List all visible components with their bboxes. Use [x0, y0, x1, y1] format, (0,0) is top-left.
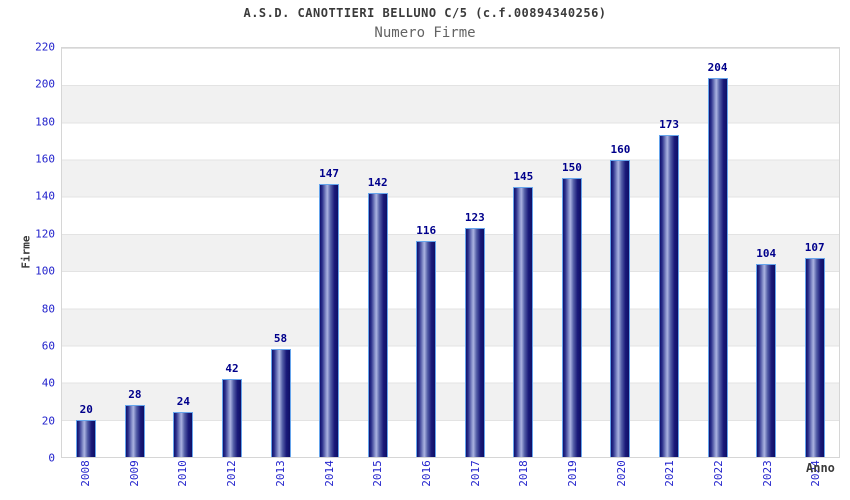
- y-tick-label: 80: [41, 302, 55, 316]
- x-tick-slot: 2015: [353, 458, 402, 500]
- bar: [464, 228, 485, 457]
- x-tick-slot: 2019: [548, 458, 597, 500]
- chart-subtitle: Numero Firme: [374, 25, 476, 41]
- bar-slot: 123: [451, 48, 500, 457]
- bar: [561, 178, 582, 457]
- y-tick-label: 120: [35, 227, 55, 241]
- bar-value-label: 58: [273, 332, 288, 346]
- bar-slot: 107: [790, 48, 839, 457]
- bar-slot: 58: [256, 48, 305, 457]
- bar-slot: 24: [159, 48, 208, 457]
- y-axis-title: Firme: [19, 235, 33, 269]
- y-tick-label: 160: [35, 152, 55, 166]
- x-tick-label: 2020: [614, 460, 628, 487]
- bar-slot: 145: [499, 48, 548, 457]
- bar: [804, 258, 825, 457]
- bar-series: 20 28 24 42 58 147 142 116 123 145 150 160 173 204 104…: [62, 48, 839, 457]
- bar: [173, 412, 194, 457]
- x-tick-slot: 2010: [158, 458, 207, 500]
- bar: [756, 263, 777, 457]
- y-tick-label: 220: [35, 40, 55, 54]
- bar: [221, 378, 242, 457]
- bar-value-label: 107: [804, 241, 825, 255]
- bar-value-label: 123: [464, 211, 485, 225]
- y-tick-label: 60: [41, 339, 55, 353]
- x-axis-tick-labels: 2008 2009 2010 2012 2013 2014 2015 2016 2017 2018…: [61, 458, 840, 500]
- bar: [319, 183, 340, 457]
- x-tick-slot: 2017: [451, 458, 500, 500]
- x-tick-label: 2022: [711, 460, 725, 487]
- x-tick-slot: 2014: [304, 458, 353, 500]
- x-tick-label: 2018: [517, 460, 531, 487]
- bar-value-label: 20: [79, 402, 93, 416]
- x-tick-label: 2017: [468, 460, 482, 487]
- x-tick-label: 2015: [370, 460, 384, 487]
- y-tick-label: 0: [48, 451, 55, 465]
- bar-slot: 173: [645, 48, 694, 457]
- bar-value-label: 204: [707, 60, 728, 74]
- y-tick-label: 140: [35, 189, 55, 203]
- bar: [270, 349, 291, 457]
- x-tick-label: 2013: [273, 460, 287, 487]
- x-tick-slot: 2021: [645, 458, 694, 500]
- bar-value-label: 116: [416, 224, 437, 238]
- x-tick-slot: 2009: [110, 458, 159, 500]
- x-tick-slot: 2022: [694, 458, 743, 500]
- bar: [124, 404, 145, 457]
- plot-area: 20 28 24 42 58 147 142 116 123 145 150 160 173 204 104…: [61, 47, 840, 458]
- x-tick-label: 2008: [78, 460, 92, 487]
- bar-slot: 160: [596, 48, 645, 457]
- y-tick-label: 20: [41, 414, 55, 428]
- x-tick-slot: 2008: [61, 458, 110, 500]
- bar: [707, 77, 728, 457]
- bar-value-label: 104: [756, 246, 777, 260]
- x-tick-slot: 2016: [402, 458, 451, 500]
- x-axis-title: Anno: [806, 461, 835, 475]
- bar-value-label: 24: [176, 395, 191, 409]
- x-tick-slot: 2013: [256, 458, 305, 500]
- bar: [659, 135, 680, 457]
- y-tick-label: 200: [35, 77, 55, 91]
- x-tick-label: 2009: [127, 460, 141, 487]
- chart-title: A.S.D. CANOTTIERI BELLUNO C/5 (c.f.00894…: [243, 6, 607, 20]
- bar: [76, 419, 97, 457]
- bar: [513, 187, 534, 457]
- x-tick-slot: 2020: [597, 458, 646, 500]
- x-tick-label: 2010: [176, 460, 190, 487]
- x-tick-label: 2014: [322, 460, 336, 487]
- bar-slot: 104: [742, 48, 791, 457]
- bar-slot: 28: [111, 48, 160, 457]
- bar-value-label: 145: [513, 170, 534, 184]
- bar-slot: 142: [353, 48, 402, 457]
- y-tick-label: 180: [35, 115, 55, 129]
- bar-slot: 42: [208, 48, 257, 457]
- y-tick-label: 100: [35, 264, 55, 278]
- bar-value-label: 42: [225, 361, 239, 375]
- x-tick-label: 2016: [419, 460, 433, 487]
- bar: [367, 193, 388, 457]
- bar: [610, 159, 631, 457]
- bar-value-label: 142: [367, 176, 388, 190]
- bar-value-label: 150: [561, 161, 582, 175]
- x-tick-slot: 2018: [499, 458, 548, 500]
- bar-value-label: 28: [128, 387, 142, 401]
- x-tick-label: 2023: [760, 460, 774, 487]
- y-tick-label: 40: [41, 376, 55, 390]
- bar-slot: 116: [402, 48, 451, 457]
- x-tick-label: 2019: [565, 460, 579, 487]
- y-axis-tick-labels: 0 20 40 60 80 100 120 140 160 180 200 220: [0, 41, 55, 465]
- x-tick-slot: 2023: [743, 458, 792, 500]
- bar-value-label: 173: [659, 118, 679, 132]
- bar: [416, 241, 437, 457]
- bar-slot: 20: [62, 48, 111, 457]
- bar-slot: 147: [305, 48, 354, 457]
- x-tick-label: 2012: [224, 460, 238, 487]
- bar-value-label: 147: [319, 166, 340, 180]
- x-tick-label: 2021: [663, 460, 677, 487]
- bar-slot: 150: [548, 48, 597, 457]
- bar-slot: 204: [693, 48, 742, 457]
- x-tick-slot: 2012: [207, 458, 256, 500]
- bar-value-label: 160: [610, 142, 631, 156]
